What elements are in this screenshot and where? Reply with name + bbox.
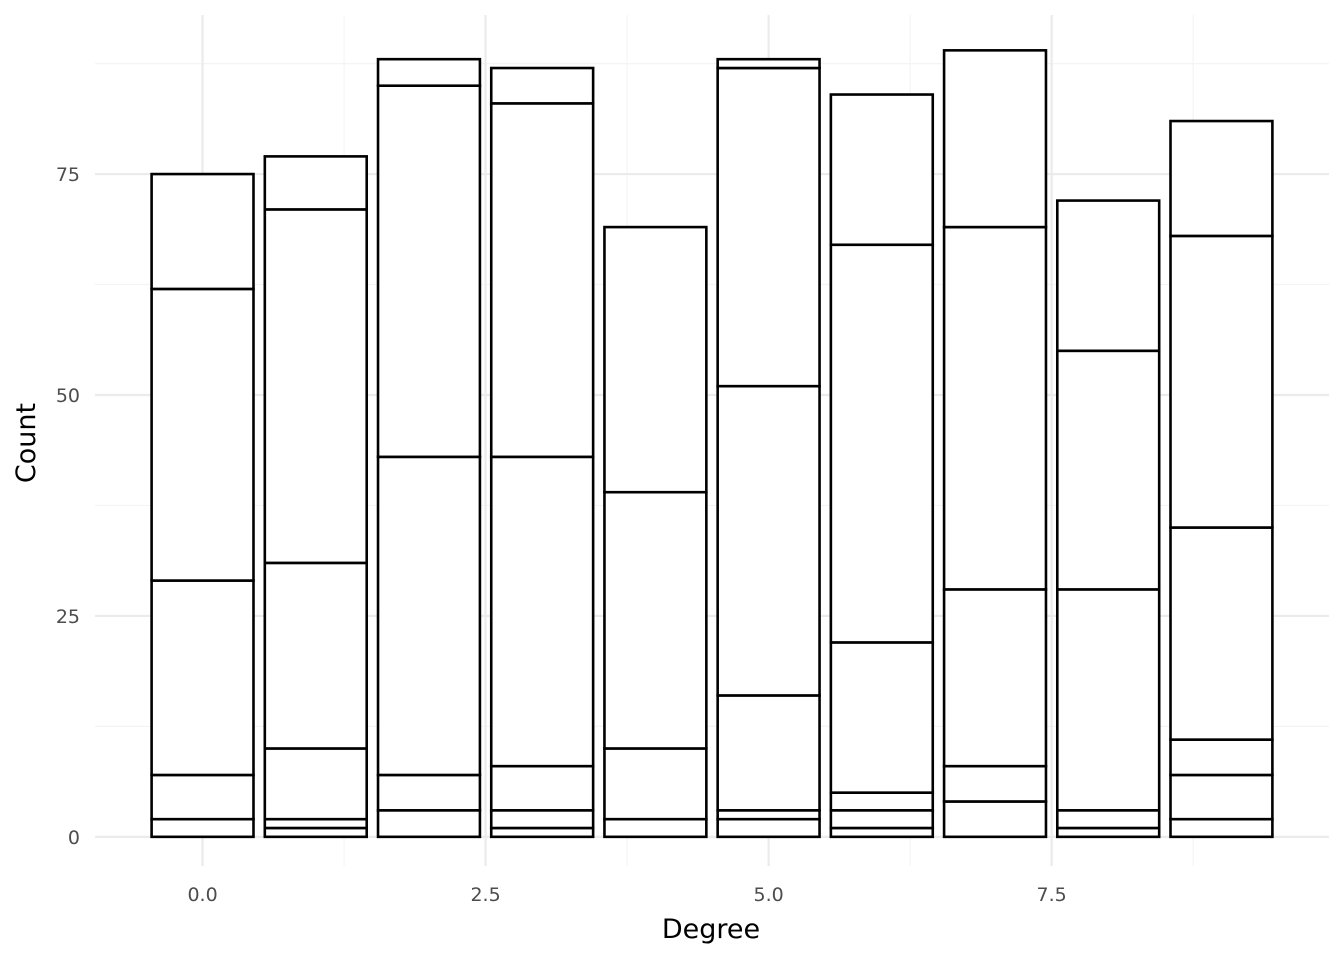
bar-segment (263, 826, 369, 839)
bar-segment (942, 49, 1048, 229)
x-tick-label: 2.5 (470, 884, 500, 906)
bar-segment (150, 773, 255, 821)
bar-segment (716, 809, 821, 821)
bar-segment (1055, 826, 1161, 839)
bar-segment (263, 208, 369, 565)
x-tick-label: 5.0 (753, 884, 783, 906)
bar-segment (829, 93, 935, 247)
bar-segment (829, 826, 935, 839)
bar-segment (1055, 809, 1161, 830)
bar-segment (1055, 588, 1161, 812)
bar-segment (150, 579, 255, 777)
bar-segment (829, 809, 935, 830)
bar-segment (376, 455, 482, 777)
y-tick-label: 25 (56, 606, 80, 628)
bar-segment (263, 747, 369, 821)
bar-segment (1169, 773, 1274, 821)
bar-segment (1169, 817, 1274, 839)
bar-segment (603, 747, 708, 821)
bar-segment (489, 102, 595, 459)
bar-segment (376, 773, 482, 812)
bar-segment (716, 66, 821, 388)
bar-segment (942, 800, 1048, 839)
bar-segment (716, 57, 821, 70)
bar-segment (150, 287, 255, 582)
bar-segment (489, 66, 595, 105)
tick-labels: 0.0 2.5 5.0 7.5 0 25 50 75 (56, 164, 1067, 906)
bar-segment (150, 172, 255, 291)
bar-segment (942, 588, 1048, 768)
bar-segment (829, 243, 935, 644)
y-tick-label: 75 (56, 164, 80, 186)
bar-segment (829, 641, 935, 794)
bar-segment (376, 57, 482, 87)
y-tick-label: 50 (56, 385, 80, 407)
y-axis-title: Count (11, 403, 42, 483)
bar-segment (716, 694, 821, 812)
x-tick-label: 7.5 (1037, 884, 1067, 906)
bars (150, 49, 1274, 839)
x-axis-title: Degree (662, 914, 760, 945)
bar-segment (489, 455, 595, 768)
bar-segment (489, 764, 595, 812)
bar-segment (716, 817, 821, 839)
y-tick-label: 0 (68, 827, 80, 849)
bar-segment (1169, 738, 1274, 777)
bar-segment (1169, 526, 1274, 741)
bar-segment (942, 764, 1048, 803)
x-tick-label: 0.0 (187, 884, 217, 906)
bar-segment (1169, 119, 1274, 238)
bar-segment (150, 817, 255, 839)
bar-segment (1169, 234, 1274, 529)
bar-segment (942, 225, 1048, 591)
bar-segment (376, 84, 482, 459)
bar-segment (263, 155, 369, 211)
bar-segment (603, 490, 708, 750)
bar-segment (489, 809, 595, 830)
bar-segment (263, 817, 369, 830)
bar-segment (1055, 349, 1161, 591)
bar-segment (376, 809, 482, 839)
bar-segment (1055, 199, 1161, 353)
bar-segment (263, 561, 369, 750)
bar-segment (829, 791, 935, 812)
bar-segment (603, 225, 708, 494)
bar-segment (489, 826, 595, 839)
bar-segment (603, 817, 708, 839)
bar-segment (716, 384, 821, 697)
